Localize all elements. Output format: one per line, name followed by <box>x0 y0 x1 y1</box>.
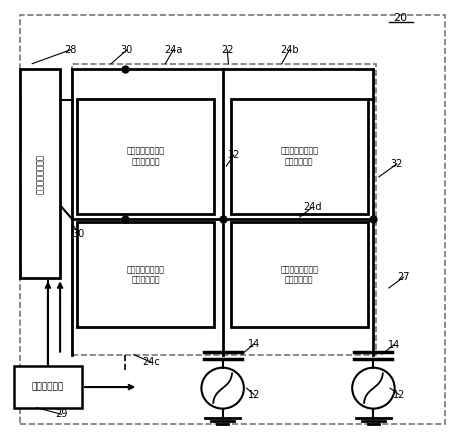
Text: 30: 30 <box>121 45 133 55</box>
Text: 22: 22 <box>221 45 234 55</box>
Text: 24b: 24b <box>280 45 299 55</box>
Text: 32: 32 <box>391 159 403 169</box>
Text: 20: 20 <box>393 13 407 23</box>
Text: 12: 12 <box>248 390 260 400</box>
Text: 12: 12 <box>393 390 405 400</box>
Bar <box>72 64 376 355</box>
Text: 24d: 24d <box>303 202 321 213</box>
Text: 32: 32 <box>228 150 240 160</box>
Text: コントローラ: コントローラ <box>32 382 64 392</box>
Text: 14: 14 <box>388 340 400 350</box>
Bar <box>20 69 60 278</box>
Bar <box>77 222 214 327</box>
Text: 14: 14 <box>248 339 260 349</box>
Text: 電流プログラム型
ピクセル回路: 電流プログラム型 ピクセル回路 <box>127 265 165 284</box>
Text: ゲート・ドライバ: ゲート・ドライバ <box>36 154 44 194</box>
Text: 28: 28 <box>64 45 77 55</box>
Text: 電流プログラム型
ピクセル回路: 電流プログラム型 ピクセル回路 <box>280 146 318 166</box>
Bar <box>14 366 82 408</box>
Text: 24a: 24a <box>164 45 183 55</box>
Bar <box>231 99 367 214</box>
Text: 電流プログラム型
ピクセル回路: 電流プログラム型 ピクセル回路 <box>280 265 318 284</box>
Text: 24c: 24c <box>142 357 160 367</box>
Text: 電流プログラム型
ピクセル回路: 電流プログラム型 ピクセル回路 <box>127 146 165 166</box>
Text: 30: 30 <box>73 228 85 239</box>
Text: 29: 29 <box>55 409 68 419</box>
Bar <box>231 222 367 327</box>
Text: 27: 27 <box>398 272 410 282</box>
Bar <box>77 99 214 214</box>
